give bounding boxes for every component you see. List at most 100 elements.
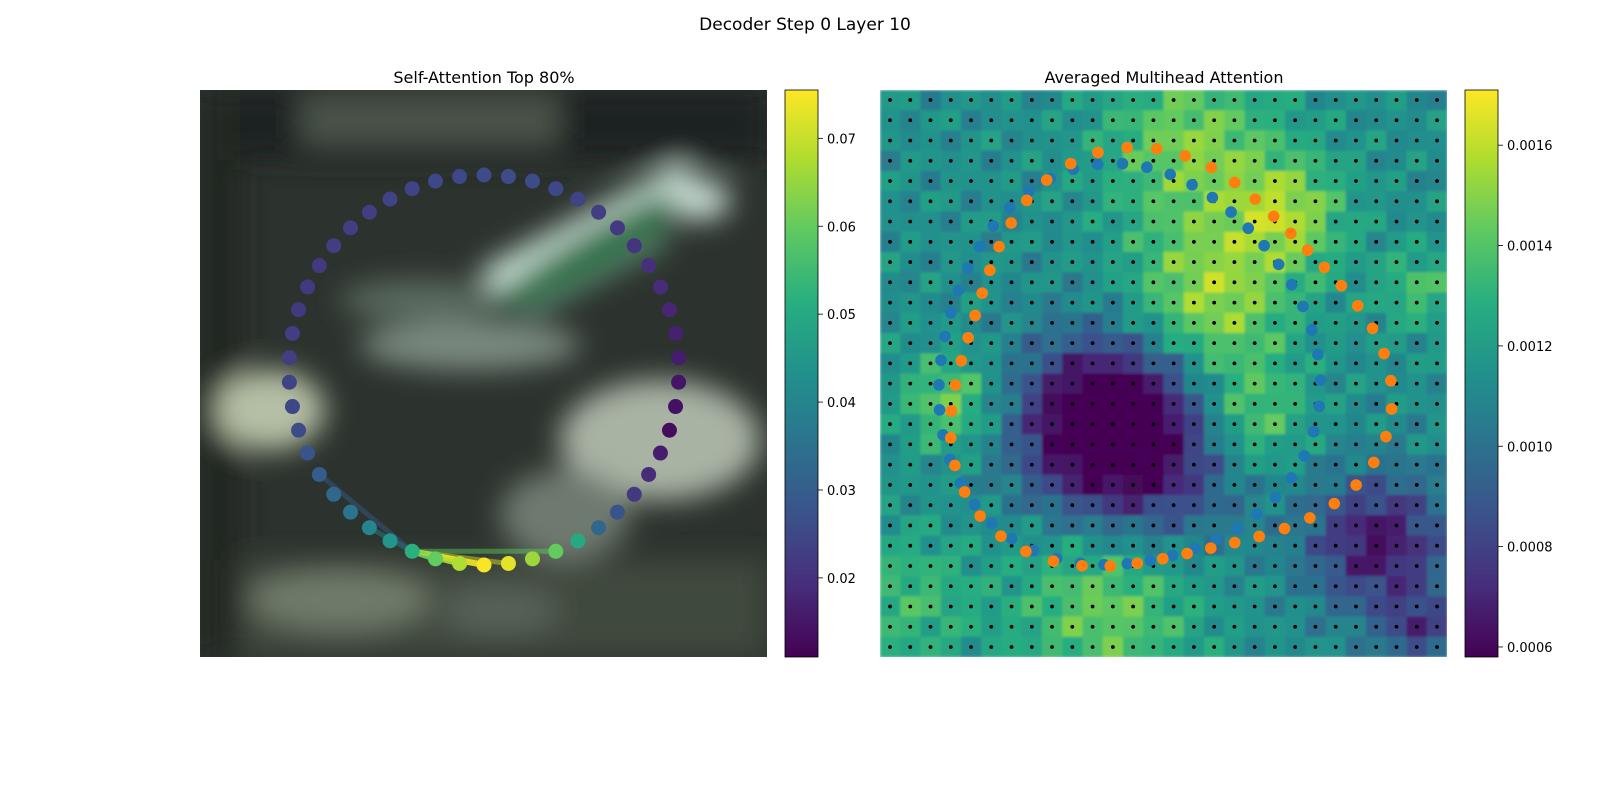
grid-point xyxy=(1273,462,1277,467)
grid-point xyxy=(1354,98,1358,102)
grid-point xyxy=(1131,604,1136,609)
grid-point xyxy=(1029,118,1034,123)
grid-point xyxy=(1070,280,1075,285)
grid-point xyxy=(1374,381,1379,386)
grid-point xyxy=(1131,645,1136,649)
grid-point xyxy=(1394,584,1399,589)
series-point xyxy=(1378,347,1390,360)
series-point xyxy=(1157,552,1169,565)
grid-point xyxy=(989,280,994,285)
grid-point xyxy=(1110,118,1115,123)
grid-point xyxy=(908,543,913,548)
grid-point xyxy=(1212,219,1217,224)
grid-point xyxy=(1131,260,1136,264)
grid-point xyxy=(1374,260,1379,264)
series-point xyxy=(993,240,1005,253)
grid-point xyxy=(928,341,933,346)
grid-point xyxy=(948,604,953,609)
grid-point xyxy=(1414,401,1419,406)
grid-point xyxy=(1394,523,1399,528)
grid-point xyxy=(1029,462,1034,467)
grid-point xyxy=(1110,138,1115,143)
grid-point xyxy=(1212,442,1217,447)
attention-point xyxy=(641,466,657,482)
grid-point xyxy=(1212,239,1217,244)
grid-point xyxy=(1435,543,1439,548)
grid-point xyxy=(1252,260,1257,264)
grid-point xyxy=(1171,523,1176,528)
grid-point xyxy=(908,483,913,487)
grid-point xyxy=(1273,280,1277,285)
self-attention-panel: Self-Attention Top 80% xyxy=(200,68,856,658)
grid-point xyxy=(1110,381,1115,386)
grid-point xyxy=(1333,422,1338,427)
grid-point xyxy=(969,543,973,548)
series-orange-points xyxy=(944,141,1398,572)
grid-point xyxy=(1090,401,1095,406)
attention-point xyxy=(284,325,300,341)
grid-point xyxy=(908,341,913,346)
attention-point xyxy=(281,350,297,366)
grid-point xyxy=(1029,239,1034,244)
grid-point xyxy=(928,320,933,325)
grid-point xyxy=(1110,239,1115,244)
series-point xyxy=(1231,522,1243,534)
attention-point xyxy=(361,520,377,536)
grid-point xyxy=(1374,219,1379,224)
series-point xyxy=(969,309,981,322)
grid-point xyxy=(1435,584,1439,589)
grid-point xyxy=(1354,179,1358,183)
grid-point xyxy=(1070,300,1075,305)
grid-point xyxy=(969,239,973,244)
grid-point xyxy=(1090,503,1095,508)
attention-point xyxy=(609,504,625,520)
grid-point xyxy=(1232,341,1237,346)
grid-point xyxy=(928,584,933,589)
grid-point xyxy=(1273,624,1277,629)
grid-point xyxy=(1354,543,1358,548)
series-point xyxy=(1251,508,1263,520)
series-point xyxy=(1307,425,1320,438)
series-point xyxy=(1179,150,1191,162)
grid-point xyxy=(1232,239,1237,244)
grid-point xyxy=(1029,219,1034,224)
figure-suptitle: Decoder Step 0 Layer 10 xyxy=(699,15,911,35)
series-point xyxy=(1064,157,1077,170)
grid-point xyxy=(948,543,953,548)
grid-point xyxy=(928,98,933,102)
grid-point xyxy=(1313,564,1318,568)
grid-point xyxy=(1191,584,1196,589)
grid-point xyxy=(1171,361,1176,366)
attention-point xyxy=(281,374,297,390)
grid-point xyxy=(1070,260,1075,264)
grid-point xyxy=(1374,543,1379,548)
series-point xyxy=(1385,374,1397,387)
grid-point xyxy=(989,118,994,123)
grid-point xyxy=(1191,361,1196,366)
series-point xyxy=(1144,554,1157,567)
grid-point xyxy=(989,98,994,102)
grid-point xyxy=(1414,138,1419,143)
grid-point xyxy=(1009,564,1014,568)
grid-point xyxy=(969,361,973,366)
grid-point xyxy=(1394,239,1399,244)
grid-point xyxy=(969,584,973,589)
series-point xyxy=(1141,161,1153,174)
grid-point xyxy=(1232,624,1237,629)
grid-point xyxy=(1090,523,1095,528)
grid-point xyxy=(928,179,933,183)
grid-point xyxy=(989,483,994,487)
grid-point xyxy=(1252,300,1257,305)
grid-point xyxy=(1070,462,1075,467)
attention-point xyxy=(311,466,327,482)
grid-point xyxy=(1232,260,1237,264)
grid-point xyxy=(1191,98,1196,102)
series-point xyxy=(1380,430,1392,443)
grid-point xyxy=(1029,300,1034,305)
grid-point xyxy=(1232,645,1237,649)
grid-point xyxy=(1273,179,1277,183)
grid-point xyxy=(1414,422,1419,427)
grid-point xyxy=(969,138,973,143)
grid-point xyxy=(1191,645,1196,649)
grid-point xyxy=(1151,361,1156,366)
